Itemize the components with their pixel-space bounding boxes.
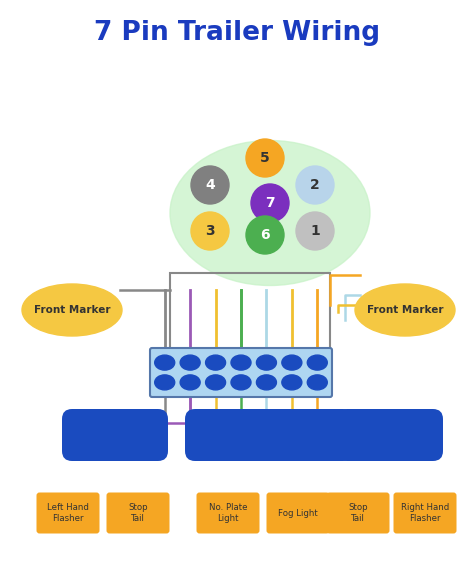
Ellipse shape xyxy=(256,375,276,390)
FancyBboxPatch shape xyxy=(266,492,329,533)
Ellipse shape xyxy=(22,284,122,336)
Circle shape xyxy=(296,212,334,250)
Ellipse shape xyxy=(355,284,455,336)
Text: 7: 7 xyxy=(265,196,275,210)
Text: 3: 3 xyxy=(205,224,215,238)
Ellipse shape xyxy=(206,375,226,390)
Ellipse shape xyxy=(282,355,302,370)
Text: Left Hand
Flasher: Left Hand Flasher xyxy=(47,503,89,523)
Ellipse shape xyxy=(282,375,302,390)
FancyBboxPatch shape xyxy=(337,409,443,461)
Text: Stop
Tail: Stop Tail xyxy=(348,503,368,523)
Text: Front Marker: Front Marker xyxy=(34,305,110,315)
Bar xyxy=(170,273,330,350)
Circle shape xyxy=(246,139,284,177)
Ellipse shape xyxy=(307,355,327,370)
Text: 2: 2 xyxy=(310,178,320,192)
Text: 6: 6 xyxy=(260,228,270,242)
FancyBboxPatch shape xyxy=(36,492,100,533)
Ellipse shape xyxy=(206,355,226,370)
Text: 4: 4 xyxy=(205,178,215,192)
Ellipse shape xyxy=(256,355,276,370)
Text: Front Marker: Front Marker xyxy=(367,305,443,315)
Text: No. Plate
Light: No. Plate Light xyxy=(209,503,247,523)
Ellipse shape xyxy=(155,355,175,370)
Text: Right Hand
Flasher: Right Hand Flasher xyxy=(401,503,449,523)
FancyBboxPatch shape xyxy=(185,409,291,461)
Ellipse shape xyxy=(170,140,370,286)
Ellipse shape xyxy=(231,355,251,370)
Circle shape xyxy=(246,216,284,254)
FancyBboxPatch shape xyxy=(247,409,353,461)
Circle shape xyxy=(251,184,289,222)
Ellipse shape xyxy=(307,375,327,390)
Ellipse shape xyxy=(180,375,200,390)
Circle shape xyxy=(191,166,229,204)
Ellipse shape xyxy=(180,355,200,370)
FancyBboxPatch shape xyxy=(327,492,390,533)
FancyBboxPatch shape xyxy=(150,348,332,397)
FancyBboxPatch shape xyxy=(62,409,168,461)
Circle shape xyxy=(296,166,334,204)
Circle shape xyxy=(191,212,229,250)
FancyBboxPatch shape xyxy=(107,492,170,533)
Ellipse shape xyxy=(155,375,175,390)
FancyBboxPatch shape xyxy=(197,492,259,533)
Text: 5: 5 xyxy=(260,151,270,165)
FancyBboxPatch shape xyxy=(393,492,456,533)
Text: 1: 1 xyxy=(310,224,320,238)
Text: Stop
Tail: Stop Tail xyxy=(128,503,148,523)
Text: 7 Pin Trailer Wiring: 7 Pin Trailer Wiring xyxy=(94,20,380,46)
Text: Fog Light: Fog Light xyxy=(278,508,318,517)
Ellipse shape xyxy=(231,375,251,390)
